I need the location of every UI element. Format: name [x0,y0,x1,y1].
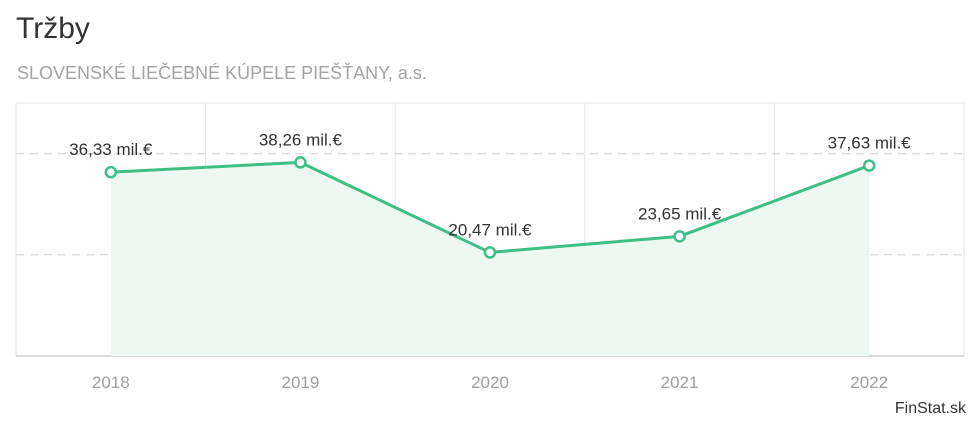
data-label: 23,65 mil.€ [638,204,722,223]
data-label: 20,47 mil.€ [448,220,532,239]
data-point [483,246,497,259]
data-label-layer: 36,33 mil.€ 38,26 mil.€ 20,47 mil.€ 23,65 m… [69,130,911,239]
x-tick-label: 2021 [661,373,699,392]
data-point [862,159,876,172]
x-tick-label: 2019 [281,373,319,392]
point-layer [104,156,876,259]
series-area [110,162,870,356]
data-label: 36,33 mil.€ [69,140,153,159]
x-tick-label: 2022 [850,373,888,392]
area-layer [110,162,870,356]
data-point [673,230,686,243]
data-point [294,156,307,169]
data-label: 38,26 mil.€ [259,130,343,149]
x-axis-ticks: 2018 2019 2020 2021 2022 [92,373,888,392]
brand-logo-text[interactable]: FinStat.sk [894,400,966,417]
data-label: 37,63 mil.€ [828,134,912,153]
chart-subtitle: SLOVENSKÉ LIEČEBNÉ KÚPELE PIEŠŤANY, a.s. [17,63,427,83]
data-point [104,165,118,179]
x-tick-label: 2020 [471,373,509,392]
x-tick-label: 2018 [92,373,130,392]
chart-title: Tržby [16,12,90,45]
